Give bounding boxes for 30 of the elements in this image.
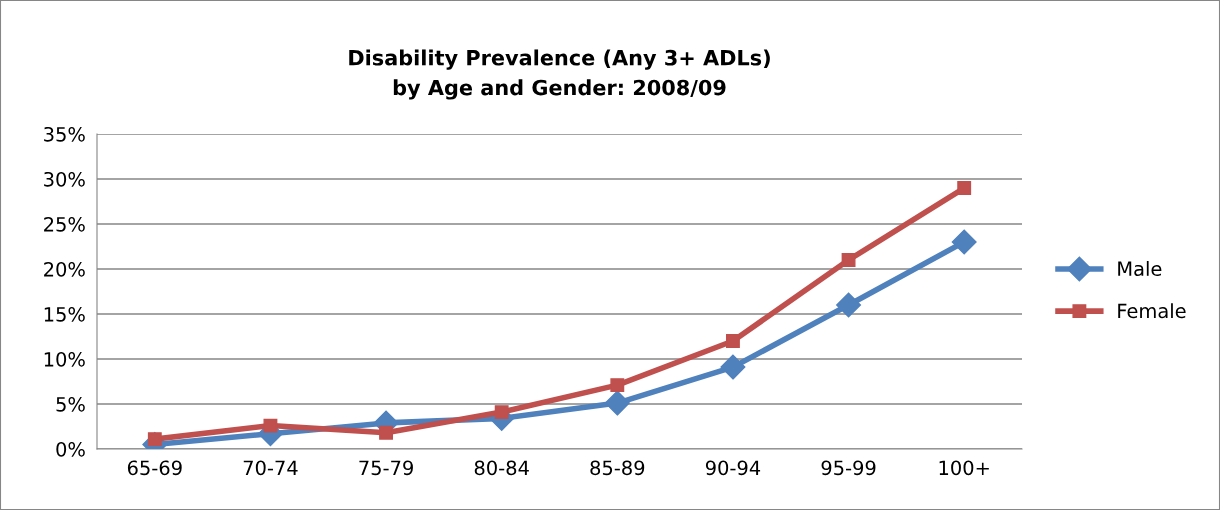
x-tick-label: 90-94 [705,460,761,476]
point [610,378,625,393]
x-tick-label: 100+ [939,460,989,476]
chart-title: Disability Prevalence (Any 3+ ADLs) by Age and Gender: 2008/09 [349,49,770,100]
x-tick-label: 70-74 [243,460,298,476]
y-tick-label: 20% [44,261,85,277]
x-tick-label: 65-69 [127,460,182,476]
y-tick-label: 5% [56,396,85,412]
y-tick-label: 25% [44,216,85,232]
x-tick-label: 75-79 [359,460,413,476]
point [379,425,394,440]
legend-label: Male [1118,261,1162,277]
point [836,292,862,318]
y-tick-label: 10% [44,351,85,367]
y-tick-label: 0% [56,441,85,457]
point [951,229,977,255]
x-tick-label: 80-84 [474,460,529,476]
y-tick-label: 30% [44,171,85,187]
y-tick-label: 15% [44,306,85,322]
legend-label: Female [1118,303,1186,319]
x-tick-label: 95-99 [821,460,876,476]
point [841,253,856,267]
x-tick-label: 85-89 [590,460,645,476]
point [725,334,740,348]
point [263,418,278,433]
point [494,405,509,420]
point [957,181,972,195]
y-tick-label: 35% [44,126,85,142]
point [720,354,746,380]
point [604,390,630,416]
